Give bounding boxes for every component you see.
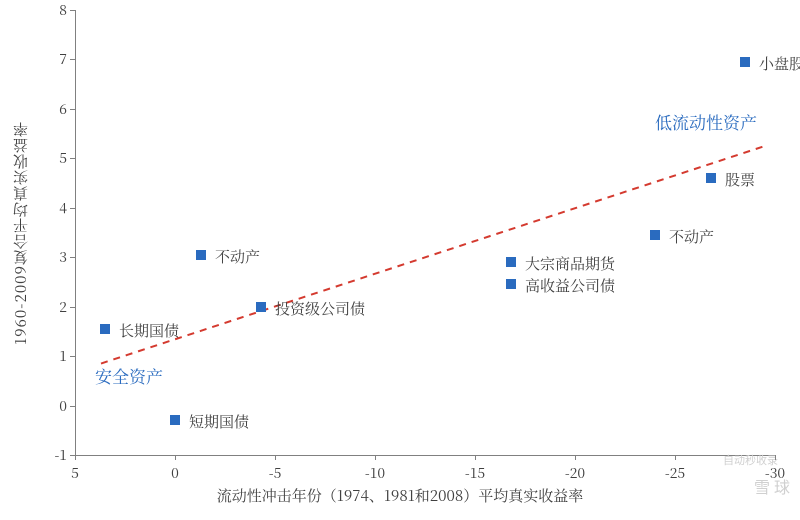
data-point <box>100 324 110 334</box>
y-tick <box>70 307 75 308</box>
data-point <box>170 415 180 425</box>
x-tick <box>275 455 276 460</box>
y-tick-label: 8 <box>47 0 67 20</box>
x-axis-title: 流动性冲击年份（1974、1981和2008）平均真实收益率 <box>217 485 583 506</box>
y-tick <box>70 10 75 11</box>
x-tick-label: -15 <box>465 463 485 483</box>
x-tick-label: -5 <box>269 463 282 483</box>
data-point-label: 投资级公司债 <box>275 298 365 319</box>
x-tick-label: 5 <box>71 463 79 483</box>
y-tick-label: -1 <box>47 445 67 465</box>
y-tick <box>70 356 75 357</box>
y-tick-label: 5 <box>47 148 67 168</box>
x-tick <box>75 455 76 460</box>
x-axis-line <box>75 455 775 456</box>
data-point <box>196 250 206 260</box>
y-tick-label: 6 <box>47 99 67 119</box>
x-tick-label: -20 <box>565 463 585 483</box>
data-point <box>506 279 516 289</box>
data-point <box>650 230 660 240</box>
data-point <box>740 57 750 67</box>
data-point-label: 股票 <box>725 169 755 190</box>
x-tick-label: -25 <box>665 463 685 483</box>
data-point-label: 小盘股 <box>759 53 800 74</box>
x-tick-label: -10 <box>365 463 385 483</box>
y-tick-label: 0 <box>47 396 67 416</box>
y-tick <box>70 455 75 456</box>
data-point <box>256 302 266 312</box>
y-tick <box>70 406 75 407</box>
y-tick-label: 1 <box>47 346 67 366</box>
chart-container: { "chart": { "type": "scatter", "width":… <box>0 0 800 520</box>
y-tick <box>70 109 75 110</box>
data-point-label: 长期国债 <box>119 320 179 341</box>
y-tick-label: 4 <box>47 198 67 218</box>
data-point-label: 大宗商品期货 <box>525 253 615 274</box>
data-point-label: 不动产 <box>669 226 714 247</box>
data-point-label: 高收益公司债 <box>525 275 615 296</box>
y-tick <box>70 158 75 159</box>
data-point <box>706 173 716 183</box>
x-tick <box>675 455 676 460</box>
y-tick <box>70 257 75 258</box>
x-tick <box>775 455 776 460</box>
data-point-label: 不动产 <box>215 246 260 267</box>
y-tick <box>70 208 75 209</box>
y-axis-line <box>75 10 76 455</box>
x-tick-label: -30 <box>765 463 785 483</box>
y-axis-title: 1960-2009复合平均真实收益率 <box>10 121 31 345</box>
y-tick-label: 7 <box>47 49 67 69</box>
x-tick <box>575 455 576 460</box>
y-tick-label: 3 <box>47 247 67 267</box>
annotation: 低流动性资产 <box>655 109 757 134</box>
data-point <box>506 257 516 267</box>
annotation: 安全资产 <box>95 363 163 388</box>
x-tick <box>175 455 176 460</box>
y-tick-label: 2 <box>47 297 67 317</box>
x-tick-label: 0 <box>171 463 179 483</box>
x-tick <box>375 455 376 460</box>
data-point-label: 短期国债 <box>189 411 249 432</box>
y-tick <box>70 59 75 60</box>
x-tick <box>475 455 476 460</box>
chart-svg <box>0 0 800 520</box>
